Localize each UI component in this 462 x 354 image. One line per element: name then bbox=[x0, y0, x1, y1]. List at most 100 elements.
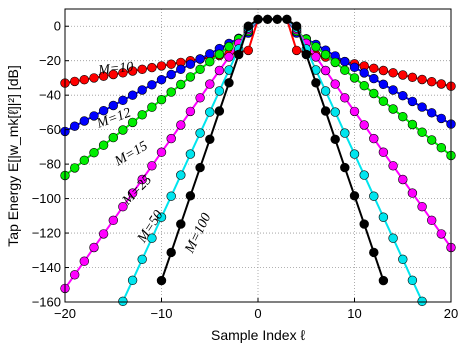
data-point bbox=[349, 73, 360, 83]
data-point bbox=[89, 111, 99, 121]
data-point bbox=[388, 104, 398, 114]
data-point bbox=[224, 78, 234, 88]
data-point bbox=[137, 85, 147, 95]
data-point bbox=[369, 73, 379, 84]
data-point bbox=[378, 275, 389, 286]
y-tick-label: −80 bbox=[39, 157, 61, 172]
data-point bbox=[349, 106, 360, 117]
data-point bbox=[118, 125, 128, 135]
data-point bbox=[369, 191, 379, 201]
data-point bbox=[291, 45, 302, 56]
data-point bbox=[118, 95, 128, 106]
data-point bbox=[69, 121, 80, 131]
data-point bbox=[195, 93, 205, 103]
data-point bbox=[378, 96, 389, 106]
data-point bbox=[311, 78, 321, 88]
data-point bbox=[137, 110, 147, 120]
data-point bbox=[185, 149, 196, 159]
data-point bbox=[166, 69, 176, 80]
series-m-50 bbox=[118, 18, 427, 306]
data-point bbox=[176, 170, 186, 180]
data-point bbox=[108, 69, 119, 80]
data-point bbox=[349, 62, 360, 73]
data-point bbox=[436, 113, 446, 124]
data-point bbox=[417, 127, 427, 137]
data-point bbox=[311, 42, 321, 52]
data-point bbox=[407, 72, 418, 83]
data-point bbox=[224, 52, 234, 62]
data-point bbox=[340, 128, 350, 138]
data-point bbox=[185, 72, 196, 82]
data-point bbox=[205, 107, 215, 117]
data-point bbox=[330, 107, 340, 117]
data-point bbox=[369, 247, 379, 258]
data-point bbox=[108, 132, 119, 143]
flat-top-points bbox=[253, 14, 292, 24]
data-point bbox=[214, 49, 225, 59]
data-point bbox=[108, 215, 119, 226]
x-tick-label: −10 bbox=[150, 306, 172, 321]
data-point bbox=[166, 87, 176, 97]
data-point bbox=[436, 79, 446, 89]
y-tick-label: −140 bbox=[32, 260, 61, 275]
data-point bbox=[195, 64, 205, 75]
data-point bbox=[127, 188, 138, 198]
data-point bbox=[378, 79, 389, 90]
data-point bbox=[118, 296, 128, 306]
data-point bbox=[118, 68, 128, 78]
data-point bbox=[272, 14, 282, 24]
data-point bbox=[234, 49, 244, 60]
data-point bbox=[417, 74, 427, 85]
data-point bbox=[224, 41, 234, 52]
data-point bbox=[243, 45, 254, 56]
y-tick-label: −160 bbox=[32, 295, 61, 310]
data-point bbox=[369, 133, 379, 144]
data-point bbox=[398, 70, 408, 80]
data-point bbox=[98, 71, 109, 81]
y-tick-label: 0 bbox=[54, 19, 61, 34]
data-point bbox=[388, 161, 398, 171]
data-point bbox=[340, 93, 350, 103]
x-tick-label: 10 bbox=[347, 306, 361, 321]
data-point bbox=[176, 64, 186, 75]
data-point bbox=[205, 134, 215, 145]
x-tick-label: 0 bbox=[254, 306, 261, 321]
data-point bbox=[205, 56, 215, 67]
y-tick-label: −120 bbox=[32, 226, 61, 241]
data-point bbox=[311, 52, 321, 62]
data-point bbox=[330, 57, 340, 68]
data-point bbox=[166, 247, 176, 258]
data-point bbox=[166, 133, 176, 144]
data-point bbox=[398, 174, 408, 185]
data-point bbox=[176, 219, 186, 229]
data-point bbox=[79, 256, 90, 266]
data-point bbox=[79, 116, 90, 126]
data-point bbox=[156, 275, 167, 286]
data-point bbox=[359, 170, 369, 180]
data-point bbox=[166, 59, 176, 69]
data-point bbox=[98, 229, 109, 239]
data-point bbox=[185, 59, 196, 69]
data-point bbox=[407, 275, 418, 285]
data-point bbox=[388, 85, 398, 95]
data-point bbox=[369, 88, 379, 99]
data-point bbox=[378, 65, 389, 76]
data-point bbox=[369, 63, 379, 74]
data-point bbox=[340, 65, 350, 75]
data-point bbox=[330, 134, 340, 145]
data-point bbox=[176, 120, 186, 130]
data-point bbox=[156, 147, 167, 157]
x-tick-label: −20 bbox=[54, 306, 76, 321]
data-point bbox=[417, 202, 427, 212]
data-point bbox=[436, 229, 446, 239]
data-point bbox=[147, 161, 157, 171]
x-axis-label: Sample Index ℓ bbox=[211, 327, 305, 343]
data-point bbox=[69, 270, 80, 280]
data-point bbox=[320, 65, 331, 76]
data-point bbox=[282, 14, 292, 24]
data-point bbox=[185, 191, 196, 201]
data-point bbox=[262, 14, 273, 24]
data-point bbox=[166, 191, 176, 201]
data-point bbox=[156, 74, 167, 85]
